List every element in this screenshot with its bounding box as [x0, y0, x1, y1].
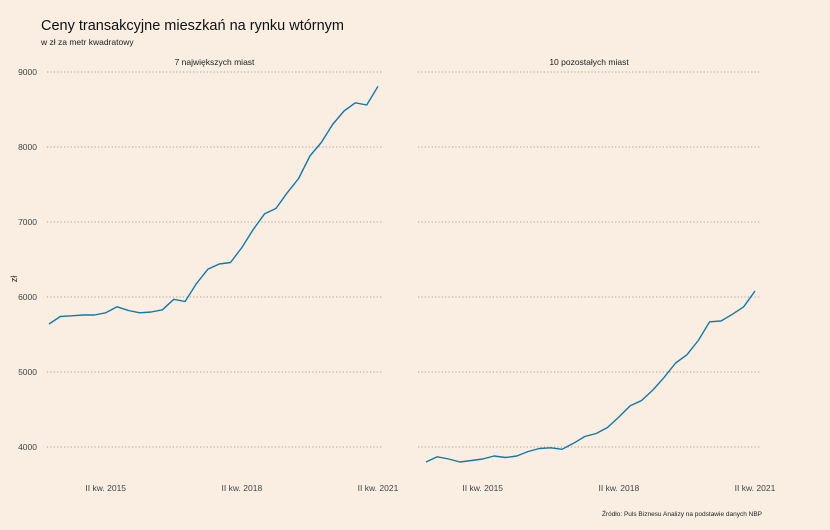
x-tick-label: II kw. 2021 — [735, 483, 776, 493]
series-line-1 — [48, 85, 379, 325]
x-tick-label: II kw. 2021 — [358, 483, 399, 493]
y-tick-label: 8000 — [18, 142, 37, 152]
series-line-2 — [425, 290, 756, 463]
x-tick-label: II kw. 2018 — [599, 483, 640, 493]
y-tick-label: 9000 — [18, 67, 37, 77]
x-tick-label: II kw. 2015 — [85, 483, 126, 493]
source-note: Źródło: Puls Biznesu Analizy na podstawi… — [601, 511, 762, 518]
y-tick-label: 5000 — [18, 367, 37, 377]
x-tick-label: II kw. 2018 — [222, 483, 263, 493]
y-tick-label: 7000 — [18, 217, 37, 227]
chart-subtitle: w zł za metr kwadratowy — [41, 37, 134, 47]
panel-title-2: 10 pozostałych miast — [549, 57, 629, 67]
y-tick-label: 4000 — [18, 442, 37, 452]
x-tick-label: II kw. 2015 — [462, 483, 503, 493]
y-axis-label: zł — [9, 276, 19, 283]
chart-title: Ceny transakcyjne mieszkań na rynku wtór… — [41, 18, 345, 34]
panel-title-1: 7 największych miast — [175, 57, 255, 67]
y-tick-label: 6000 — [18, 292, 37, 302]
